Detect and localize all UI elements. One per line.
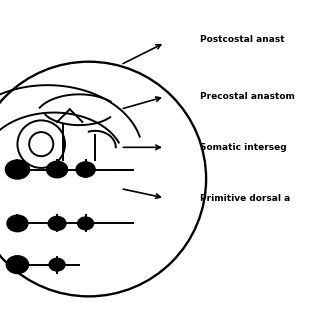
Ellipse shape: [48, 216, 66, 230]
Ellipse shape: [6, 256, 28, 274]
Text: Somatic interseg: Somatic interseg: [200, 143, 286, 152]
Ellipse shape: [47, 161, 68, 178]
Text: Precostal anastom: Precostal anastom: [200, 92, 295, 101]
Text: Postcostal anast: Postcostal anast: [200, 35, 284, 44]
Text: Primitive dorsal a: Primitive dorsal a: [200, 194, 290, 203]
Ellipse shape: [76, 162, 95, 177]
Ellipse shape: [78, 217, 93, 230]
Ellipse shape: [49, 258, 65, 271]
Ellipse shape: [7, 215, 28, 232]
Ellipse shape: [5, 160, 29, 179]
